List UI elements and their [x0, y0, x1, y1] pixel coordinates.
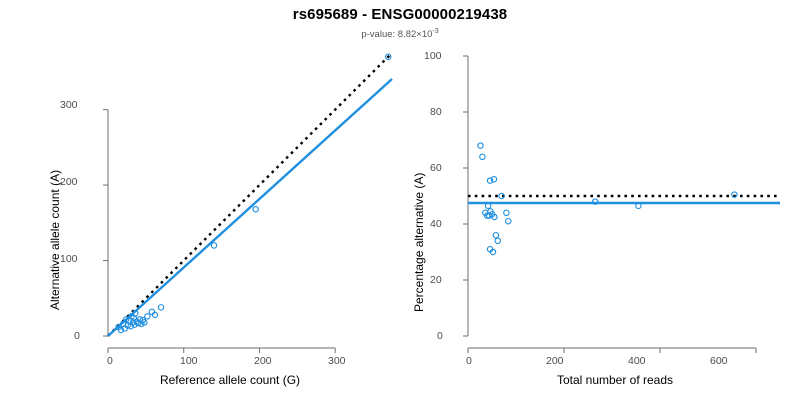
right-panel-y-axis-title: Percentage alternative (A)	[412, 172, 426, 312]
left-x-tick-0: 0	[107, 355, 113, 367]
data-point	[484, 202, 492, 210]
data-point	[141, 319, 148, 326]
data-point	[498, 192, 505, 200]
data-point	[503, 209, 510, 217]
data-point	[490, 175, 498, 183]
data-point	[252, 205, 259, 213]
data-point	[492, 231, 500, 239]
reference-line	[107, 52, 393, 337]
right-panel-x-axis-title: Total number of reads	[556, 373, 674, 387]
left-panel-y-axis-title: Alternative allele count (A)	[48, 169, 62, 310]
right-x-tick-600: 600	[710, 355, 728, 367]
left-y-tick-0: 0	[74, 330, 80, 342]
data-point	[117, 326, 125, 334]
data-point	[486, 177, 494, 184]
p-value-exponent: -3	[432, 28, 439, 35]
left-x-tick-200: 200	[254, 355, 272, 367]
data-point	[132, 310, 139, 317]
left-panel-x-axis-title: Reference allele count (G)	[159, 373, 301, 387]
data-point	[591, 198, 599, 205]
right-y-tick-100: 100	[424, 50, 442, 62]
left-y-tick-200: 200	[60, 176, 78, 188]
data-point	[494, 237, 502, 245]
p-value-subtitle: p-value: 8.82×10-3	[0, 28, 800, 40]
right-y-tick-40: 40	[430, 218, 442, 230]
data-point	[384, 53, 392, 61]
right-x-tick-0: 0	[466, 355, 472, 367]
fit-line	[107, 78, 393, 337]
data-point	[122, 316, 130, 323]
data-point	[135, 319, 142, 327]
left-plot-area	[103, 52, 393, 353]
right-y-tick-60: 60	[430, 162, 442, 174]
data-point	[505, 217, 512, 225]
right-x-tick-400: 400	[628, 355, 646, 367]
right-x-tick-200: 200	[546, 355, 564, 367]
right-y-tick-20: 20	[430, 274, 442, 286]
data-point	[635, 202, 642, 210]
data-point	[210, 242, 218, 249]
data-point	[151, 311, 159, 319]
data-point	[489, 248, 497, 256]
data-point	[491, 213, 498, 221]
left-x-tick-100: 100	[180, 355, 198, 367]
right-y-tick-80: 80	[430, 106, 442, 118]
data-point	[477, 142, 484, 149]
left-x-tick-300: 300	[328, 355, 346, 367]
right-plot-area	[463, 55, 780, 353]
data-point	[157, 304, 165, 311]
data-point	[731, 191, 738, 198]
left-y-tick-300: 300	[60, 99, 78, 111]
page-title: rs695689 - ENSG00000219438	[292, 6, 508, 23]
p-value-text: p-value: 8.82×10	[361, 29, 433, 41]
data-point	[479, 153, 486, 161]
left-y-tick-100: 100	[60, 253, 78, 265]
data-point	[144, 313, 151, 320]
data-point	[138, 320, 145, 328]
right-y-tick-0: 0	[437, 330, 443, 342]
